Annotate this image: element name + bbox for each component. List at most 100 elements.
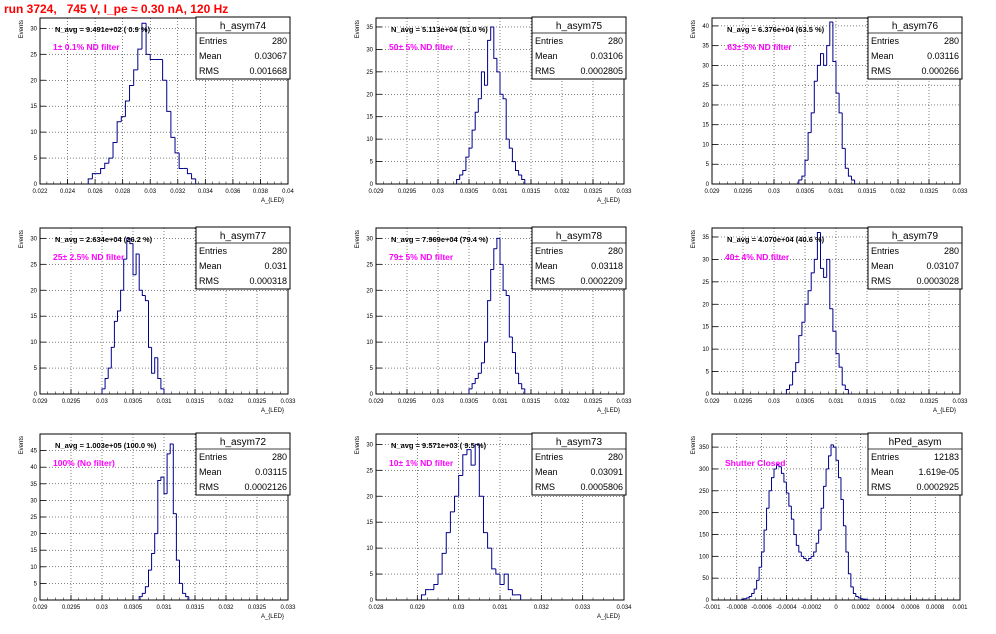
- x-tick-label: 0.029: [32, 399, 48, 405]
- x-tick-label: 0.0295: [734, 189, 753, 195]
- stats-rms-value: 0.000318: [249, 276, 287, 286]
- filter-label: 10± 1% ND filter: [389, 458, 454, 468]
- x-tick-label: 0.029: [704, 189, 720, 195]
- y-tick-label: 250: [699, 489, 710, 495]
- x-tick-label: 0.0305: [796, 399, 815, 405]
- y-axis-label: Events: [355, 436, 361, 454]
- x-tick-label: 0.034: [616, 605, 632, 611]
- x-tick-label: 0.0325: [920, 399, 939, 405]
- stats-mean-label: Mean: [871, 467, 894, 477]
- x-tick-label: 0.0315: [522, 399, 541, 405]
- y-tick-label: 5: [706, 162, 710, 168]
- x-tick-label: 0.034: [198, 189, 214, 195]
- x-axis-label: A_{LED}: [261, 408, 284, 414]
- stats-mean-value: 0.03067: [254, 51, 287, 61]
- stats-entries-label: Entries: [199, 36, 228, 46]
- x-tick-label: 0.0325: [584, 189, 603, 195]
- y-axis-label: Events: [19, 20, 25, 38]
- y-tick-label: 350: [699, 445, 710, 451]
- y-tick-label: 10: [702, 347, 709, 353]
- x-tick-label: 0.0305: [796, 189, 815, 195]
- y-tick-label: 20: [30, 532, 37, 538]
- y-tick-label: 25: [702, 83, 709, 89]
- y-tick-label: 5: [34, 581, 38, 587]
- stats-box-title: h_asym73: [556, 437, 603, 448]
- x-tick-label: 0.03: [96, 605, 108, 611]
- stats-rms-value: 0.000266: [921, 66, 959, 76]
- y-tick-label: 50: [702, 576, 709, 582]
- stats-rms-label: RMS: [871, 66, 891, 76]
- navg-label: N_avg = 6.376e+04 (63.5 %): [727, 25, 825, 34]
- x-tick-label: -0.0006: [751, 605, 772, 611]
- y-tick-label: 0: [34, 598, 38, 604]
- y-tick-label: 0: [370, 182, 374, 188]
- y-axis-label: Events: [691, 20, 697, 38]
- x-tick-label: 0.029: [368, 399, 384, 405]
- y-tick-label: 40: [30, 465, 37, 471]
- stats-rms-label: RMS: [871, 276, 891, 286]
- stats-rms-label: RMS: [199, 66, 219, 76]
- y-tick-label: 10: [366, 137, 373, 143]
- stats-entries-value: 280: [608, 36, 623, 46]
- filter-label: 40± 4% ND filter: [725, 252, 790, 262]
- y-tick-label: 25: [366, 468, 373, 474]
- x-tick-label: 0.0325: [920, 189, 939, 195]
- stats-entries-label: Entries: [535, 246, 564, 256]
- y-tick-label: 5: [34, 156, 38, 162]
- x-tick-label: 0.031: [492, 399, 508, 405]
- y-tick-label: 5: [370, 572, 374, 578]
- stats-entries-label: Entries: [199, 452, 228, 462]
- navg-label: N_avg = 9.491e+02 ( 0.9 %): [55, 25, 151, 34]
- y-tick-label: 15: [702, 325, 709, 331]
- x-tick-label: 0.0305: [124, 399, 143, 405]
- x-tick-label: 0.031: [156, 605, 172, 611]
- stats-box-title: h_asym72: [220, 437, 267, 448]
- x-tick-label: 0.033: [575, 605, 591, 611]
- x-tick-label: 0.033: [952, 399, 968, 405]
- x-tick-label: 0.0315: [858, 399, 877, 405]
- x-tick-label: 0.033: [280, 605, 296, 611]
- y-tick-label: 0: [706, 392, 710, 398]
- x-tick-label: 0.031: [828, 399, 844, 405]
- stats-entries-label: Entries: [871, 452, 900, 462]
- x-tick-label: -0.001: [703, 605, 721, 611]
- y-tick-label: 0: [34, 182, 38, 188]
- y-tick-label: 15: [30, 314, 37, 320]
- y-axis-label: Events: [19, 436, 25, 454]
- x-tick-label: 0.0295: [734, 399, 753, 405]
- y-tick-label: 5: [370, 160, 374, 166]
- y-tick-label: 45: [30, 449, 37, 455]
- y-tick-label: 30: [702, 63, 709, 69]
- y-tick-label: 15: [366, 314, 373, 320]
- y-tick-label: 0: [706, 598, 710, 604]
- x-tick-label: 0.038: [253, 189, 269, 195]
- y-tick-label: 40: [702, 24, 709, 30]
- x-tick-label: 0.028: [115, 189, 131, 195]
- stats-entries-label: Entries: [199, 246, 228, 256]
- y-tick-label: 5: [34, 366, 38, 372]
- y-tick-label: 15: [30, 104, 37, 110]
- stats-rms-label: RMS: [535, 66, 555, 76]
- stats-rms-label: RMS: [199, 276, 219, 286]
- x-tick-label: 0.032: [218, 399, 234, 405]
- stats-mean-label: Mean: [535, 261, 558, 271]
- x-tick-label: 0.0305: [460, 399, 479, 405]
- x-tick-label: 0.03: [96, 399, 108, 405]
- y-tick-label: 35: [366, 25, 373, 31]
- y-tick-label: 15: [366, 115, 373, 121]
- stats-rms-value: 0.0003028: [916, 276, 959, 286]
- filter-label: 79± 5% ND filter: [389, 252, 454, 262]
- stats-mean-label: Mean: [535, 51, 558, 61]
- stats-mean-value: 0.03115: [255, 467, 287, 477]
- stats-mean-value: 1.619e-05: [918, 467, 959, 477]
- stats-rms-label: RMS: [535, 276, 555, 286]
- y-tick-label: 20: [702, 302, 709, 308]
